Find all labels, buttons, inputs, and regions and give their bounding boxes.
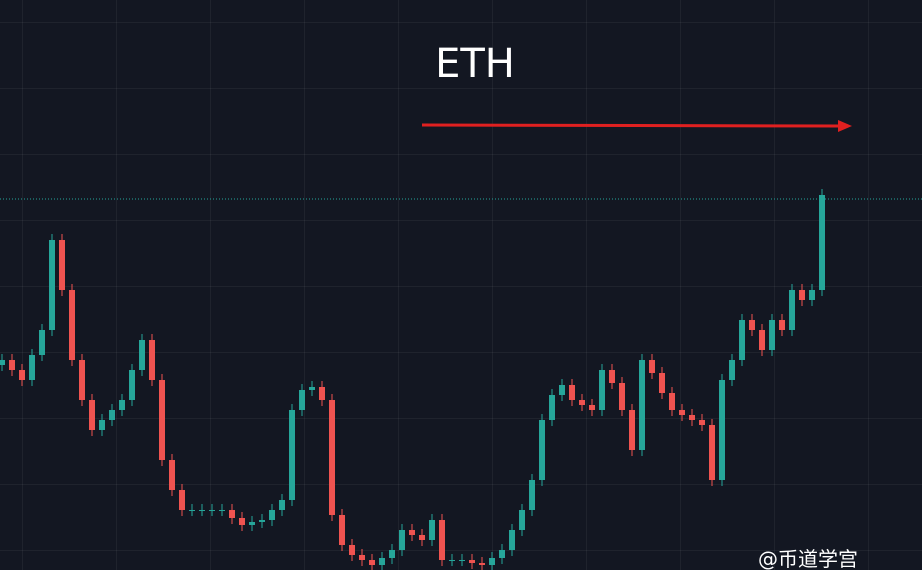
candle-body — [479, 563, 485, 565]
chart-title: ETH — [435, 41, 515, 87]
candle-body — [549, 395, 555, 420]
candle-body — [409, 530, 415, 535]
candle-body — [719, 380, 725, 480]
candle-body — [469, 560, 475, 563]
candle-body — [389, 550, 395, 558]
candle-body — [439, 520, 445, 560]
candle-body — [339, 515, 345, 545]
candle-body — [69, 290, 75, 360]
candle-body — [179, 490, 185, 510]
candle-body — [359, 555, 365, 560]
candle-body — [779, 320, 785, 330]
candle-body — [369, 560, 375, 565]
candle-body — [709, 425, 715, 480]
candle-body — [459, 560, 465, 561]
candle-body — [499, 550, 505, 558]
candle-body — [229, 510, 235, 518]
candle-body — [579, 400, 585, 405]
candle-body — [449, 560, 455, 561]
candle-body — [209, 510, 215, 511]
candle-body — [299, 390, 305, 410]
candle-body — [789, 290, 795, 330]
candle-body — [509, 530, 515, 550]
candle-body — [689, 415, 695, 420]
candle-body — [419, 535, 425, 540]
candle-body — [819, 195, 825, 290]
candle-body — [139, 340, 145, 370]
candle-body — [669, 393, 675, 410]
candle-body — [0, 360, 5, 365]
watermark: @币道学宫 — [758, 547, 858, 570]
candle-body — [279, 500, 285, 510]
candle-body — [309, 387, 315, 390]
candle-body — [189, 510, 195, 511]
candle-body — [99, 420, 105, 430]
candle-body — [329, 400, 335, 515]
candle-body — [629, 410, 635, 450]
candle-body — [739, 320, 745, 360]
candle-body — [659, 373, 665, 393]
candle-body — [799, 290, 805, 300]
candle-body — [199, 510, 205, 511]
candle-body — [609, 370, 615, 383]
candle-body — [399, 530, 405, 550]
candle-body — [29, 355, 35, 380]
candle-body — [489, 558, 495, 565]
candle-body — [589, 405, 595, 410]
candle-body — [319, 387, 325, 400]
arrow-head — [838, 120, 852, 132]
candle-body — [119, 400, 125, 410]
candle-body — [809, 290, 815, 300]
candle-body — [249, 522, 255, 525]
candle-body — [429, 520, 435, 540]
candle-body — [649, 360, 655, 373]
candle-body — [599, 370, 605, 410]
candle-body — [559, 385, 565, 395]
candle-body — [89, 400, 95, 430]
candle-body — [159, 380, 165, 460]
candle-body — [39, 330, 45, 355]
candle-body — [169, 460, 175, 490]
candle-body — [529, 480, 535, 510]
candle-body — [239, 518, 245, 525]
candle-body — [59, 240, 65, 290]
candle-body — [619, 383, 625, 410]
candle-body — [9, 360, 15, 370]
candle-body — [149, 340, 155, 380]
candle-body — [129, 370, 135, 400]
candle-body — [539, 420, 545, 480]
candle-body — [379, 558, 385, 565]
candle-body — [269, 510, 275, 520]
arrow-line — [421, 123, 841, 128]
candle-body — [19, 370, 25, 380]
candle-body — [349, 545, 355, 555]
candle-body — [79, 360, 85, 400]
candle-body — [639, 360, 645, 450]
candle-body — [569, 385, 575, 400]
candle-body — [679, 410, 685, 415]
candle-body — [759, 330, 765, 350]
candle-body — [749, 320, 755, 330]
candle-body — [519, 510, 525, 530]
candle-body — [699, 420, 705, 425]
candle-body — [259, 520, 265, 522]
candle-body — [219, 510, 225, 511]
candle-body — [729, 360, 735, 380]
candle-body — [289, 410, 295, 500]
candle-body — [49, 240, 55, 330]
candle-body — [109, 410, 115, 420]
candle-body — [769, 320, 775, 350]
